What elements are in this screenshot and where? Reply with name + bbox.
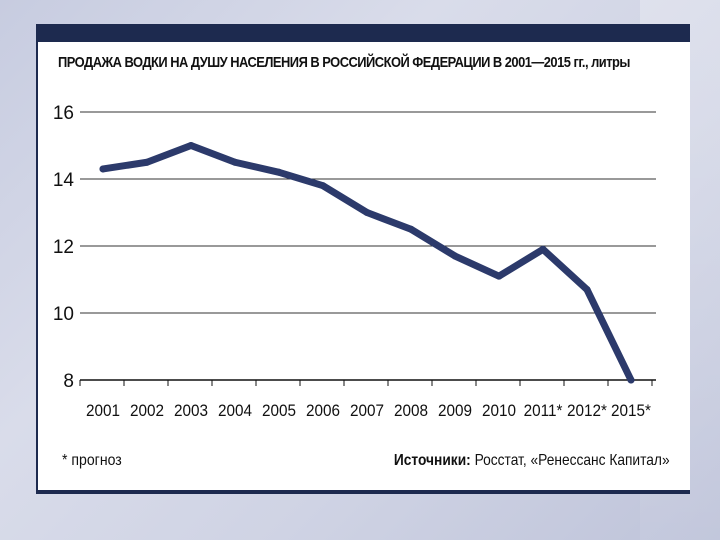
source-label: Источники: bbox=[394, 452, 472, 469]
data-point bbox=[451, 252, 459, 260]
x-tick-label: 2008 bbox=[394, 401, 428, 420]
x-tick-label: 2009 bbox=[438, 401, 472, 420]
source-text: Росстат, «Ренессанс Капитал» bbox=[474, 452, 670, 469]
x-tick-label: 2006 bbox=[306, 401, 340, 420]
data-point bbox=[539, 245, 547, 253]
x-tick-label: 2003 bbox=[174, 401, 208, 420]
data-point bbox=[187, 142, 195, 149]
chart-title: ПРОДАЖА ВОДКИ НА ДУШУ НАСЕЛЕНИЯ В РОССИЙ… bbox=[58, 54, 630, 71]
y-tick-label: 12 bbox=[53, 237, 74, 258]
data-point bbox=[231, 158, 239, 166]
x-tick-label: 2002 bbox=[130, 401, 164, 420]
y-tick-label: 16 bbox=[53, 103, 74, 124]
data-point bbox=[143, 158, 151, 166]
x-tick-label: 2005 bbox=[262, 401, 296, 420]
y-tick-label: 8 bbox=[63, 371, 74, 392]
data-point bbox=[319, 182, 327, 190]
data-point bbox=[363, 209, 371, 216]
data-point bbox=[99, 165, 107, 173]
y-tick-label: 14 bbox=[53, 170, 75, 191]
x-tick-label: 2015* bbox=[611, 401, 652, 420]
source-note: Источники: Росстат, «Ренессанс Капитал» bbox=[394, 452, 670, 470]
series-line bbox=[99, 142, 635, 384]
x-tick-label: 2011* bbox=[524, 401, 563, 420]
data-point bbox=[275, 168, 283, 176]
x-tick-label: 2010 bbox=[482, 401, 516, 420]
x-tick-label: 2001 bbox=[86, 401, 120, 420]
x-tick-label: 2012* bbox=[567, 401, 608, 420]
data-point bbox=[583, 286, 591, 294]
x-tick-label: 2004 bbox=[218, 401, 252, 420]
data-point bbox=[495, 272, 503, 280]
footnote: * прогноз bbox=[62, 452, 122, 469]
data-point bbox=[627, 376, 635, 384]
x-tick-label: 2007 bbox=[350, 401, 384, 420]
y-tick-label: 10 bbox=[53, 304, 74, 325]
chart-card bbox=[36, 24, 690, 494]
data-point bbox=[407, 225, 415, 233]
